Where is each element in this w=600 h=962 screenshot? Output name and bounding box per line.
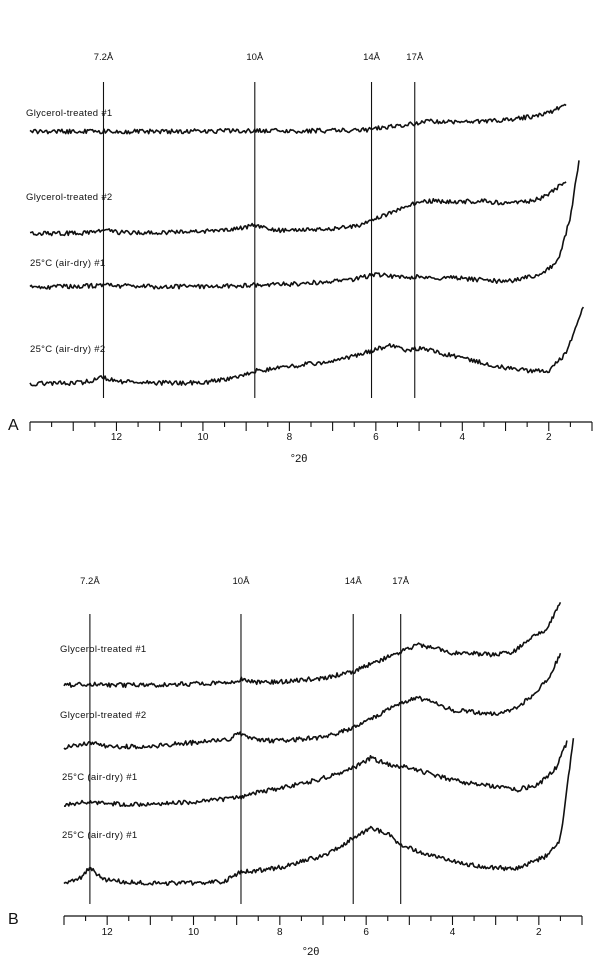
reference-line-label: 7.2Å xyxy=(80,576,100,587)
reference-line-label: 17Å xyxy=(392,576,410,587)
x-tick-label: 4 xyxy=(460,432,466,443)
trace-label: Glycerol-treated #1 xyxy=(60,644,147,655)
x-tick-label: 6 xyxy=(363,927,369,938)
xrd-trace xyxy=(29,306,585,387)
x-tick-label: 12 xyxy=(102,927,114,938)
x-tick-label: 8 xyxy=(277,927,283,938)
xrd-trace xyxy=(63,740,568,808)
reference-line-label: 14Å xyxy=(345,576,363,587)
x-tick-label: 2 xyxy=(536,927,542,938)
panel-letter: B xyxy=(8,911,19,928)
x-axis-label: °2θ xyxy=(303,946,320,958)
x-axis-label: °2θ xyxy=(291,453,308,465)
trace-label: 25°C (air-dry) #1 xyxy=(62,830,137,841)
panel-letter: A xyxy=(8,417,19,434)
x-tick-label: 10 xyxy=(197,432,209,443)
reference-line-label: 7.2Å xyxy=(94,52,114,63)
xrd-trace xyxy=(29,181,567,237)
x-tick-label: 10 xyxy=(188,927,200,938)
reference-line-label: 17Å xyxy=(406,52,424,63)
trace-label: Glycerol-treated #1 xyxy=(26,108,113,119)
trace-label: Glycerol-treated #2 xyxy=(26,192,113,203)
xrd-trace xyxy=(63,738,575,886)
x-tick-label: 8 xyxy=(287,432,293,443)
xrd-trace xyxy=(63,601,562,689)
xrd-trace xyxy=(63,652,562,750)
x-tick-label: 6 xyxy=(373,432,379,443)
reference-line-label: 14Å xyxy=(363,52,381,63)
trace-label: 25°C (air-dry) #1 xyxy=(30,258,105,269)
reference-line-label: 10Å xyxy=(233,576,251,587)
trace-label: 25°C (air-dry) #2 xyxy=(30,344,105,355)
xrd-trace xyxy=(29,103,567,135)
xrd-trace xyxy=(29,160,580,290)
x-tick-label: 4 xyxy=(450,927,456,938)
reference-line-label: 10Å xyxy=(246,52,264,63)
x-tick-label: 12 xyxy=(111,432,123,443)
trace-label: 25°C (air-dry) #1 xyxy=(62,772,137,783)
x-tick-label: 2 xyxy=(546,432,552,443)
trace-label: Glycerol-treated #2 xyxy=(60,710,147,721)
